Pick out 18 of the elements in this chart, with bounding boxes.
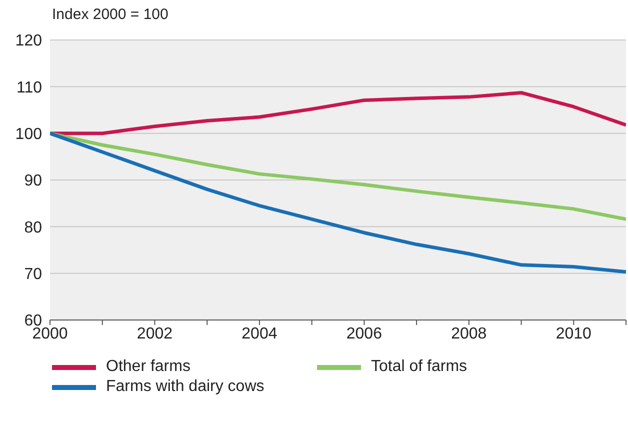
legend-label: Farms with dairy cows	[106, 378, 264, 396]
line-series	[50, 90, 626, 136]
y-tick-label: 120	[15, 32, 42, 50]
x-tick-label: 2006	[346, 325, 382, 342]
line-series	[50, 132, 626, 221]
y-tick-label: 80	[24, 219, 42, 236]
y-tick-label: 90	[24, 172, 42, 190]
line-series	[50, 132, 626, 274]
y-tick-label: 110	[16, 79, 42, 96]
x-tick-label: 2004	[242, 325, 278, 342]
x-tick-label: 2010	[556, 325, 592, 342]
y-axis-title: Index 2000 = 100	[51, 5, 170, 25]
x-tick-label: 2002	[136, 325, 173, 342]
y-tick-label: 70	[24, 266, 42, 284]
x-tick-label: 2008	[451, 325, 487, 342]
legend-label: Other farms	[106, 358, 190, 376]
legend-label: Total of farms	[371, 358, 468, 376]
y-tick-label: 100	[15, 126, 42, 144]
